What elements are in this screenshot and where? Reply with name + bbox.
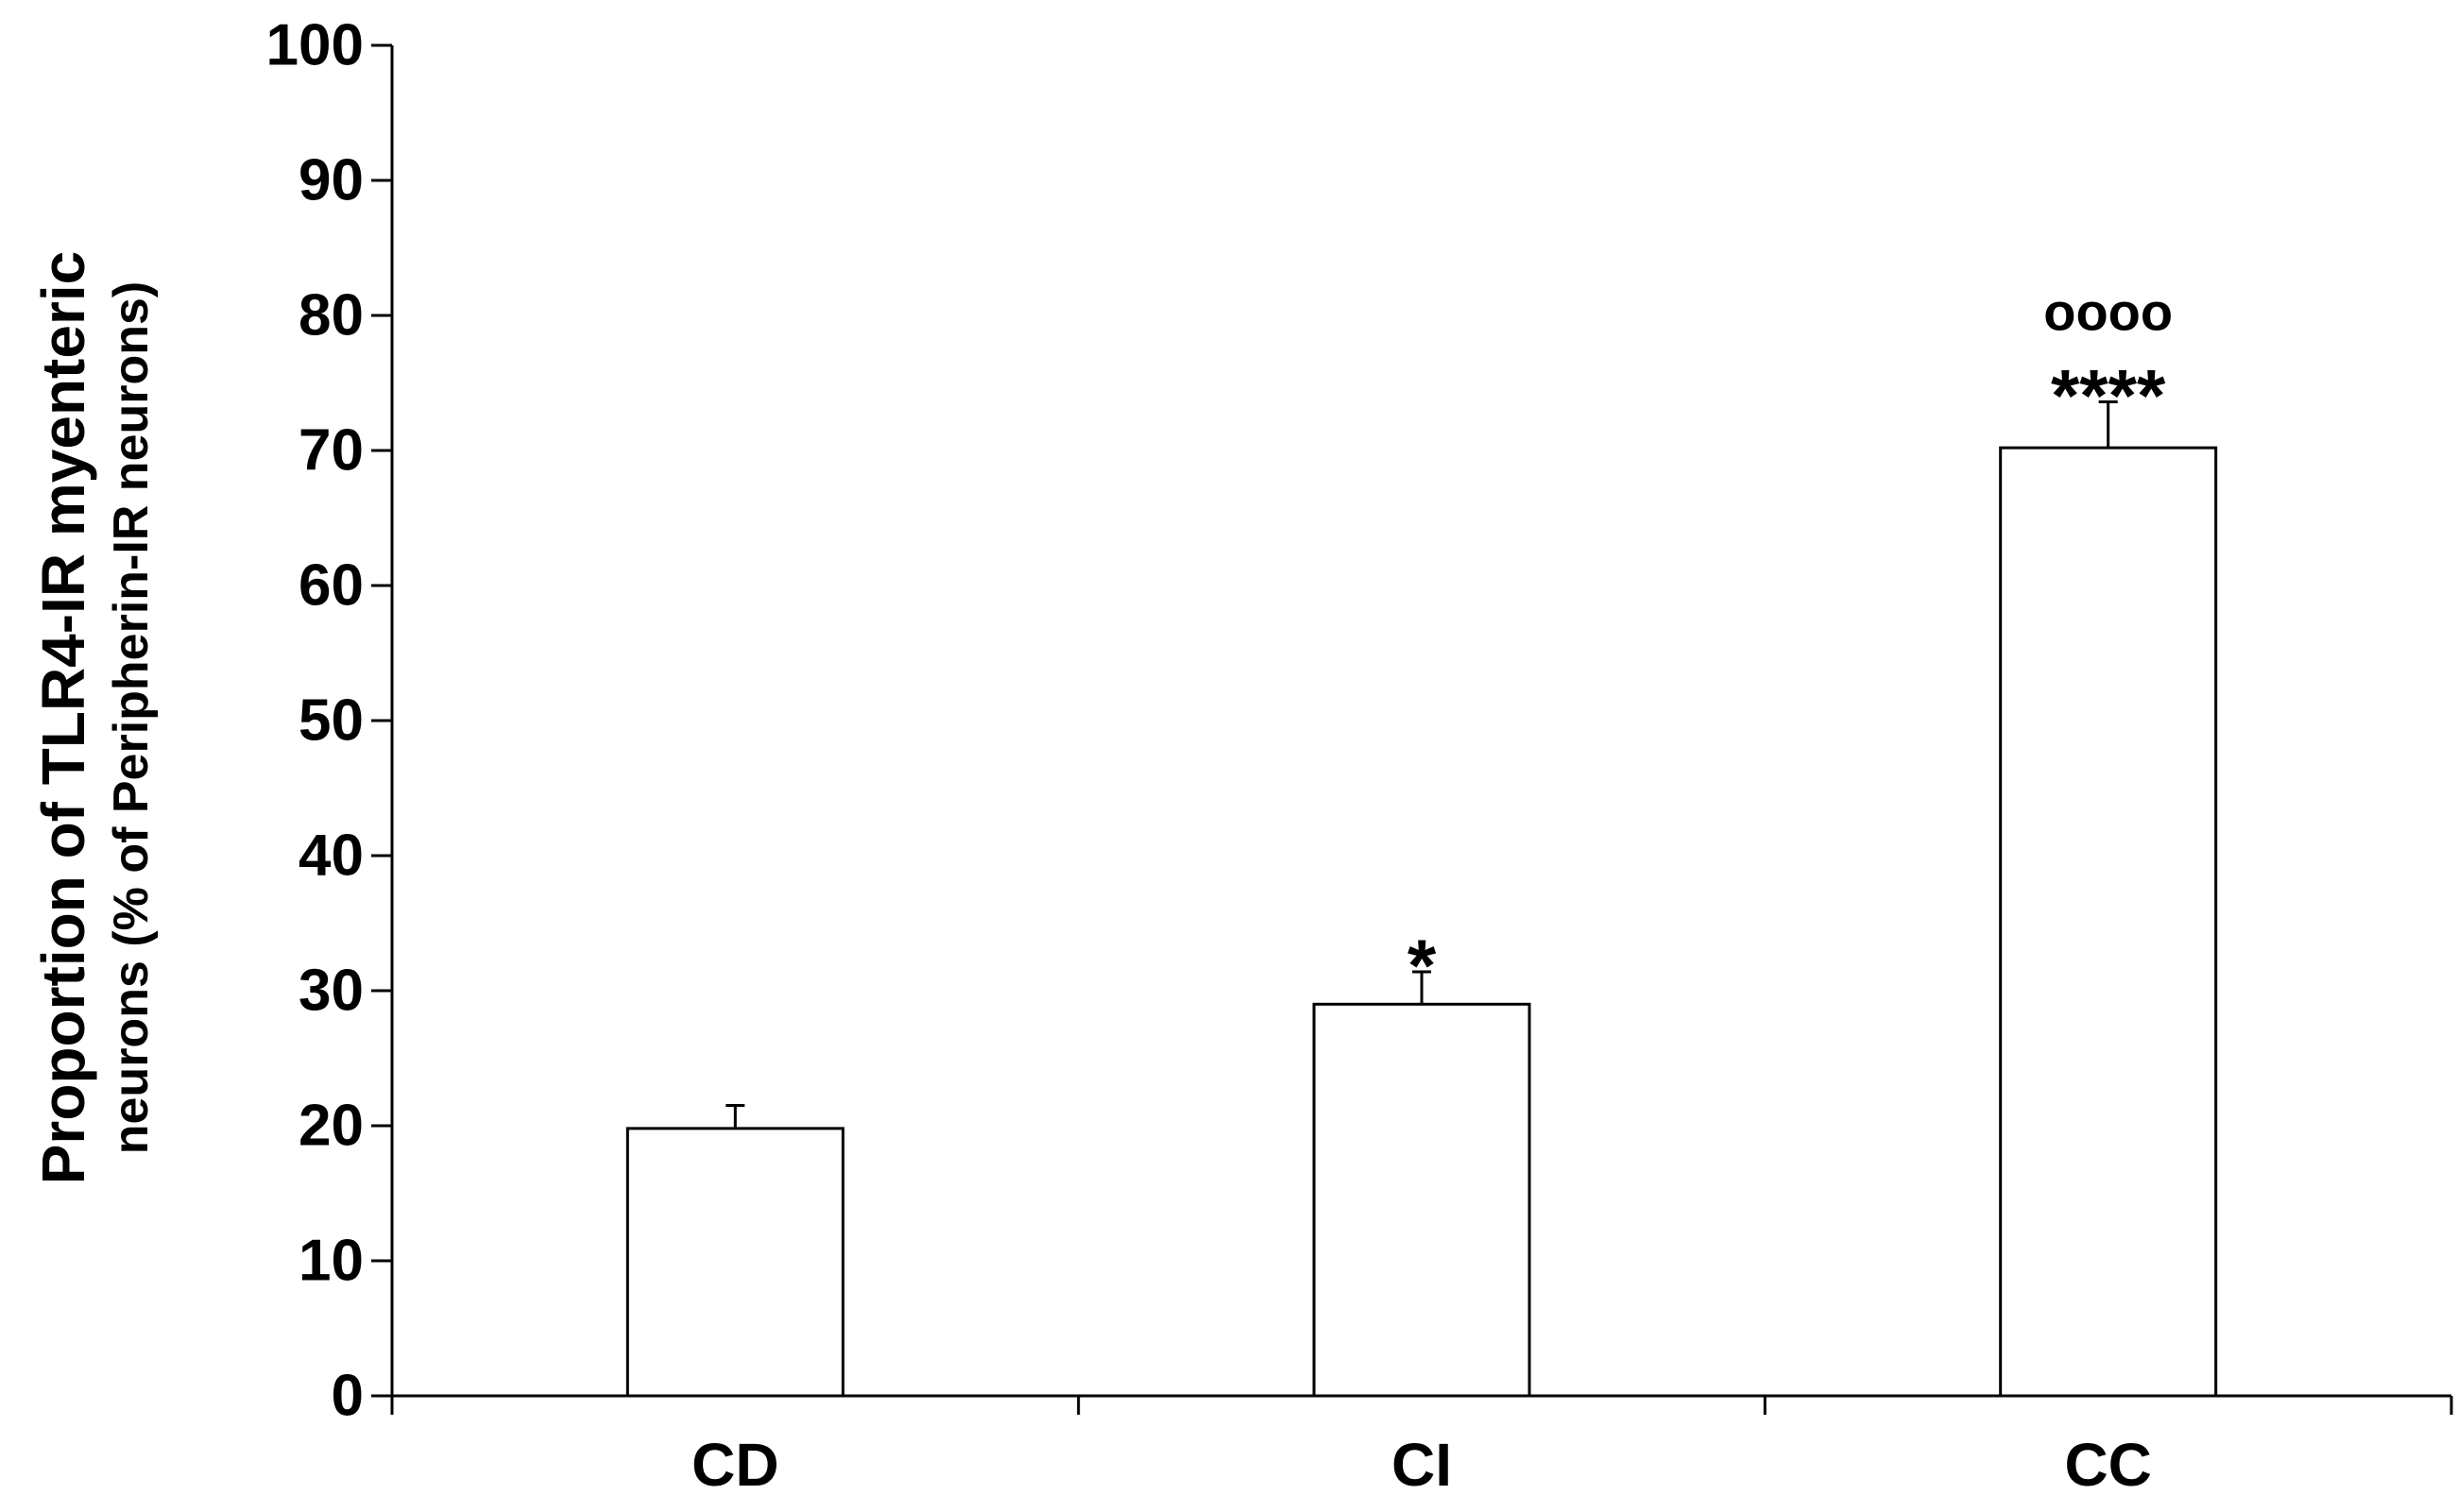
bar-ci <box>1312 1002 1531 1398</box>
bars <box>625 400 2218 1398</box>
y-axis-title: Proportion of TLR4-IR myenteric neurons … <box>29 251 159 1185</box>
y-tick-label: 70 <box>299 418 364 484</box>
svg-text:Proportion of TLR4-IR myenteri: Proportion of TLR4-IR myenteric <box>29 251 97 1185</box>
y-tick-label: 0 <box>332 1364 364 1429</box>
y-tick-label: 100 <box>266 13 364 78</box>
bar-cc <box>1999 446 2218 1398</box>
x-tick-label: CI <box>1391 1431 1452 1499</box>
significance-label: oooo <box>2043 282 2173 342</box>
bar-cd <box>625 1127 845 1398</box>
y-tick-label: 20 <box>299 1094 364 1159</box>
y-tick-label: 30 <box>299 959 364 1024</box>
y-axis: 0 10 20 30 40 50 60 70 80 90 100 <box>266 13 394 1429</box>
x-tick-label: CC <box>2064 1431 2151 1499</box>
y-tick-label: 10 <box>299 1229 364 1294</box>
x-tick-label: CD <box>691 1431 778 1499</box>
y-tick-label: 40 <box>299 824 364 889</box>
significance-label: **** <box>2051 354 2166 437</box>
svg-text:neurons (% of Peripherin-IR ne: neurons (% of Peripherin-IR neurons) <box>104 281 159 1155</box>
significance-annotations: *****oooo <box>1408 282 2173 1007</box>
x-axis: CD CI CC <box>390 1394 2453 1499</box>
significance-label: * <box>1408 924 1437 1007</box>
y-axis-title-line1: Proportion of TLR4-IR myenteric <box>29 251 97 1185</box>
y-tick-label: 80 <box>299 283 364 348</box>
y-tick-label: 50 <box>299 688 364 754</box>
y-axis-title-line2: neurons (% of Peripherin-IR neurons) <box>104 281 159 1155</box>
y-tick-label: 90 <box>299 148 364 213</box>
y-tick-label: 60 <box>299 553 364 619</box>
